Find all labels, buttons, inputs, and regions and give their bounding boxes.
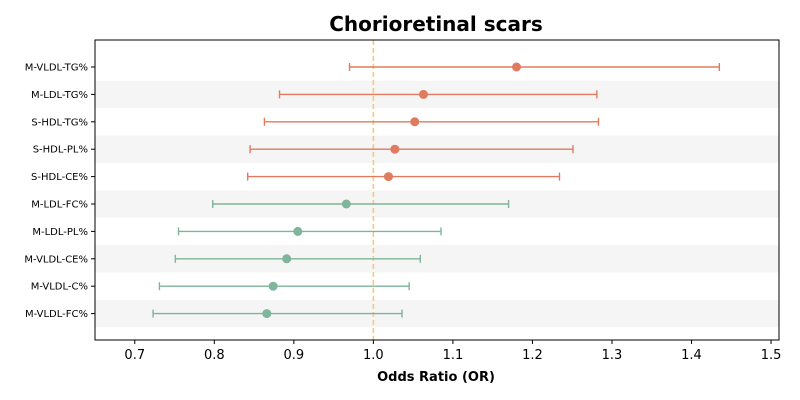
forest-row — [278, 89, 598, 99]
y-tick-label: M-VLDL-TG% — [25, 63, 88, 74]
forest-row — [348, 62, 721, 72]
x-tick-label: 0.9 — [283, 348, 304, 363]
odds-ratio-point — [418, 89, 428, 99]
forest-row — [247, 172, 561, 182]
forest-row — [174, 254, 421, 264]
odds-ratio-point — [262, 309, 272, 319]
y-tick-label: S-HDL-TG% — [31, 117, 88, 128]
x-tick-label: 1.5 — [761, 348, 782, 363]
data-rows — [152, 62, 721, 319]
x-tick-label: 1.0 — [363, 348, 384, 363]
chart-title: Chorioretinal scars — [329, 12, 543, 36]
x-axis-label: Odds Ratio (OR) — [377, 370, 495, 385]
x-axis-ticks: 0.7 0.8 0.9 1.0 1.1 1.2 1.3 1.4 1.5 — [124, 340, 781, 363]
y-axis-ticks: M-VLDL-TG% M-LDL-TG% S-HDL-TG% S-HDL-PL% S-H… — [24, 63, 95, 320]
y-tick-label: M-LDL-PL% — [32, 227, 88, 238]
odds-ratio-point — [512, 62, 522, 72]
y-tick-label: M-VLDL-CE% — [24, 254, 88, 265]
odds-ratio-point — [383, 172, 393, 182]
x-tick-label: 0.8 — [204, 348, 225, 363]
forest-row — [263, 117, 600, 127]
forest-row — [249, 144, 574, 154]
x-tick-label: 1.4 — [681, 348, 702, 363]
odds-ratio-point — [341, 199, 351, 209]
y-tick-label: M-LDL-TG% — [31, 90, 88, 101]
y-tick-label: M-LDL-FC% — [31, 200, 88, 211]
x-tick-label: 0.7 — [124, 348, 145, 363]
y-tick-label: S-HDL-PL% — [33, 145, 88, 156]
odds-ratio-point — [268, 281, 278, 291]
plot-frame — [94, 39, 780, 341]
y-tick-label: M-VLDL-FC% — [25, 309, 88, 320]
odds-ratio-point — [293, 226, 303, 236]
forest-row — [177, 226, 442, 236]
odds-ratio-point — [390, 144, 400, 154]
y-tick-label: S-HDL-CE% — [31, 172, 88, 183]
forest-row — [152, 309, 403, 319]
y-tick-label: M-VLDL-C% — [31, 282, 88, 293]
odds-ratio-point — [282, 254, 292, 264]
x-tick-label: 1.3 — [602, 348, 623, 363]
x-tick-label: 1.2 — [522, 348, 543, 363]
forest-row — [212, 199, 510, 209]
odds-ratio-point — [410, 117, 420, 127]
forest-row — [158, 281, 410, 291]
x-tick-label: 1.1 — [443, 348, 464, 363]
